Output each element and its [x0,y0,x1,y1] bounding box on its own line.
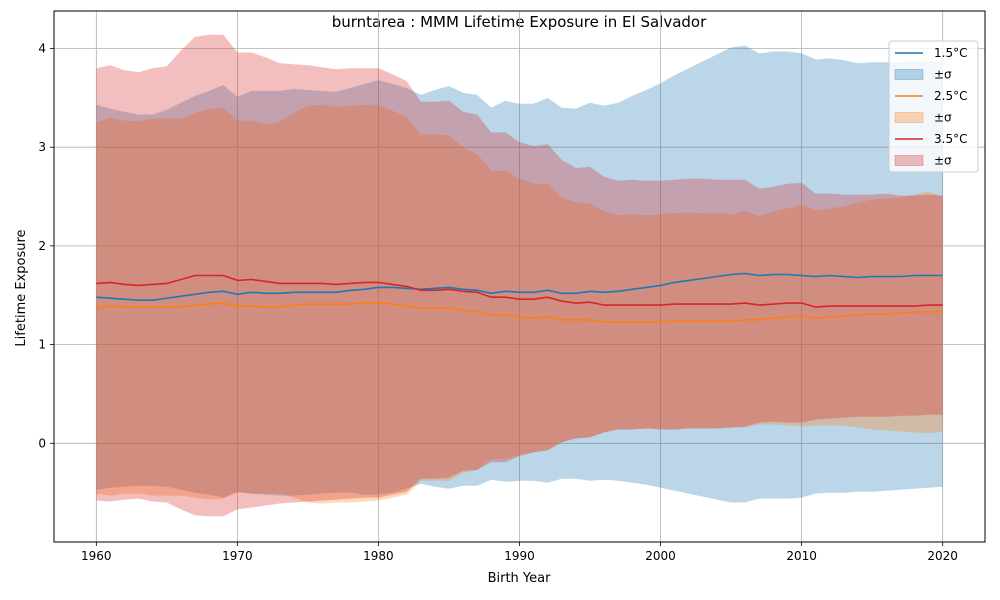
x-tick-label: 1970 [222,549,253,563]
y-tick-label: 2 [38,239,46,253]
legend-item: ±σ [894,68,952,82]
mean-lines [96,272,943,323]
x-tick-label: 1960 [81,549,112,563]
uncertainty-bands [96,34,943,517]
line-3-5c [96,274,943,308]
legend-item: 3.5°C [895,132,967,146]
line-1-5c [96,272,943,302]
x-axis-ticks: 1960 1970 1980 1990 2000 2010 2020 [81,542,958,563]
y-tick-label: 4 [38,42,46,56]
y-axis-label: Lifetime Exposure [14,229,29,346]
legend-label: 2.5°C [934,89,967,103]
x-tick-label: 1980 [363,549,394,563]
x-tick-label: 2020 [927,549,958,563]
line-2-5c [96,302,943,323]
x-tick-label: 2010 [786,549,817,563]
legend-frame [888,40,979,173]
y-tick-label: 0 [38,436,46,450]
legend-patch-swatch [894,155,924,166]
legend: 1.5°C ±σ 2.5°C ±σ 3.5°C ±σ [888,40,979,173]
legend-label: 3.5°C [934,132,967,146]
band-1-5c [96,45,943,503]
legend-item: 2.5°C [895,89,967,103]
grid-lines [54,11,985,542]
legend-item: ±σ [894,111,952,125]
legend-item: ±σ [894,154,952,168]
legend-label: ±σ [934,68,952,82]
legend-patch-swatch [894,112,924,123]
legend-label: 1.5°C [934,46,967,60]
legend-patch-swatch [894,69,924,80]
legend-item: 1.5°C [895,46,967,60]
legend-label: ±σ [934,154,952,168]
band-3-5c [96,34,943,517]
y-tick-label: 3 [38,140,46,154]
band-2-5c [96,104,943,504]
legend-label: ±σ [934,111,952,125]
x-tick-label: 1990 [504,549,535,563]
y-tick-label: 1 [38,338,46,352]
x-tick-label: 2000 [645,549,676,563]
y-axis-ticks: 0 1 2 3 4 [38,42,54,450]
x-axis-label: Birth Year [488,571,552,586]
